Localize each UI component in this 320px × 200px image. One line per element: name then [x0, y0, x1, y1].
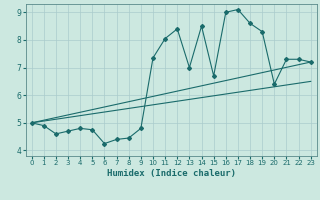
X-axis label: Humidex (Indice chaleur): Humidex (Indice chaleur) — [107, 169, 236, 178]
